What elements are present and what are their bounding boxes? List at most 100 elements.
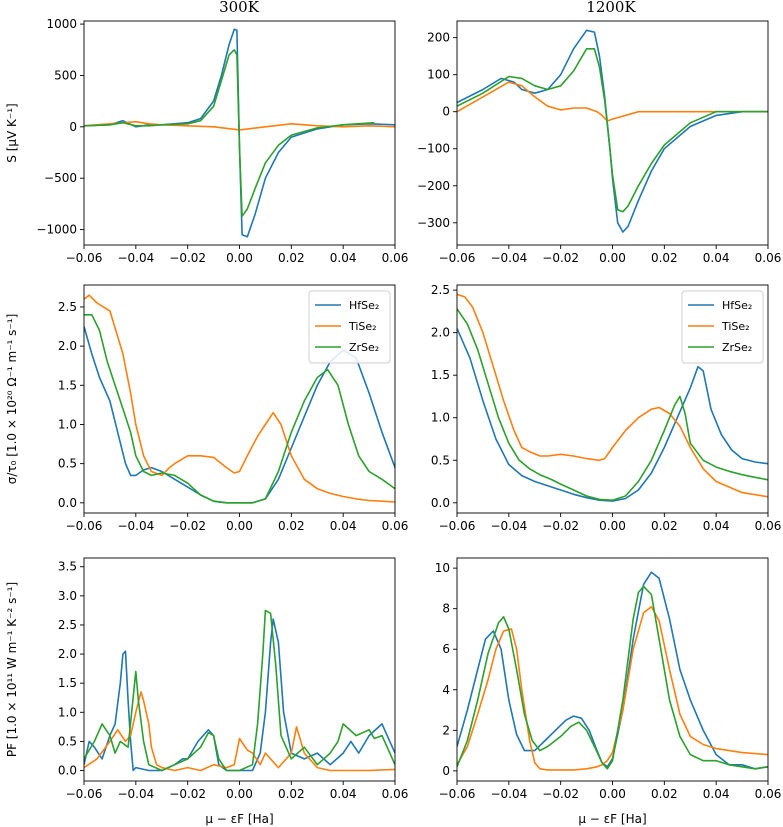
x-tick-label: 0.06 xyxy=(755,251,782,265)
x-tick-label: 0.04 xyxy=(703,787,730,801)
x-tick-label: −0.04 xyxy=(490,251,527,265)
legend-label-zrse2: ZrSe₂ xyxy=(349,341,379,354)
y-tick-label: 1.0 xyxy=(431,411,450,425)
y-tick-label: −1000 xyxy=(36,223,77,237)
legend-label-zrse2: ZrSe₂ xyxy=(722,341,752,354)
y-tick-label: 6 xyxy=(442,642,450,656)
x-tick-label: 0.02 xyxy=(278,251,305,265)
series-line-tise2 xyxy=(84,691,395,772)
y-tick-label: 2.0 xyxy=(58,339,77,353)
y-axis-label: σ/τ₀ [1.0 × 10²⁰ Ω⁻¹ m⁻¹ s⁻¹] xyxy=(5,314,19,485)
x-tick-label: −0.02 xyxy=(169,787,206,801)
x-axis-label: μ − εF [Ha] xyxy=(205,812,273,826)
y-tick-label: 8 xyxy=(442,602,450,616)
y-axis-label: S [μV K⁻¹] xyxy=(5,103,19,162)
legend-box xyxy=(681,290,764,364)
x-tick-label: −0.04 xyxy=(117,519,154,533)
panel-3: −0.06 −0.04 −0.02 0.00 0.02 0.04 0.06 0.0 0.5 1.0… xyxy=(431,283,781,533)
legend: HfSe₂ TiSe₂ ZrSe₂ xyxy=(681,290,764,364)
y-tick-label: 10 xyxy=(435,561,450,575)
x-tick-label: −0.02 xyxy=(542,787,579,801)
series-line-hfse2 xyxy=(457,328,768,502)
y-tick-label: 1.5 xyxy=(58,676,77,690)
x-tick-label: 0.00 xyxy=(226,251,253,265)
x-tick-label: 0.02 xyxy=(651,251,678,265)
y-tick-label: 2.5 xyxy=(58,618,77,632)
y-tick-label: 0.5 xyxy=(431,453,450,467)
y-tick-label: 2.5 xyxy=(431,283,450,297)
x-tick-label: −0.04 xyxy=(117,251,154,265)
x-tick-label: 0.06 xyxy=(755,519,782,533)
y-tick-label: 3.5 xyxy=(58,560,77,574)
y-tick-label: −100 xyxy=(417,142,450,156)
series-line-tise2 xyxy=(84,294,395,503)
y-tick-label: 200 xyxy=(427,31,450,45)
x-tick-label: 0.00 xyxy=(226,519,253,533)
y-tick-label: 0.0 xyxy=(58,764,77,778)
x-tick-label: 0.00 xyxy=(599,251,626,265)
series-line-tise2 xyxy=(84,120,395,131)
x-tick-label: −0.06 xyxy=(439,519,476,533)
series-line-zrse2 xyxy=(457,47,768,213)
y-tick-label: 4 xyxy=(442,683,450,697)
x-tick-label: 0.06 xyxy=(382,251,409,265)
x-tick-label: 0.04 xyxy=(703,251,730,265)
y-tick-label: 1.5 xyxy=(431,368,450,382)
y-tick-label: 2.0 xyxy=(431,326,450,340)
x-tick-label: 0.04 xyxy=(330,519,357,533)
y-tick-label: 1.0 xyxy=(58,705,77,719)
y-tick-label: −500 xyxy=(44,171,77,185)
series-line-tise2 xyxy=(457,81,768,122)
x-tick-label: −0.02 xyxy=(169,519,206,533)
x-tick-label: 0.02 xyxy=(651,519,678,533)
x-tick-label: 0.04 xyxy=(330,787,357,801)
y-tick-label: −200 xyxy=(417,179,450,193)
series-line-tise2 xyxy=(457,293,768,498)
y-tick-label: 1.0 xyxy=(58,417,77,431)
panel-5: −0.06 −0.04 −0.02 0.00 0.02 0.04 0.06 0 2 4 6 8 10 μ … xyxy=(435,557,782,826)
y-tick-label: 1000 xyxy=(46,17,77,31)
x-tick-label: −0.06 xyxy=(439,251,476,265)
y-tick-label: 0.5 xyxy=(58,457,77,471)
y-tick-label: 1.5 xyxy=(58,378,77,392)
legend-label-hfse2: HfSe₂ xyxy=(349,299,379,312)
y-tick-label: 0 xyxy=(442,105,450,119)
panel-2: −0.06 −0.04 −0.02 0.00 0.02 0.04 0.06 0.0 0.5 1.0… xyxy=(5,284,409,533)
y-tick-label: 2.0 xyxy=(58,647,77,661)
x-tick-label: 0.06 xyxy=(382,787,409,801)
axes-frame xyxy=(456,20,769,246)
y-tick-label: 2 xyxy=(442,723,450,737)
y-tick-label: 0 xyxy=(442,764,450,778)
series-line-hfse2 xyxy=(84,618,395,772)
legend-box xyxy=(308,290,391,364)
panel-4: −0.06 −0.04 −0.02 0.00 0.02 0.04 0.06 0.0 0.5 1.0… xyxy=(5,557,409,826)
x-tick-label: −0.02 xyxy=(169,251,206,265)
x-tick-label: −0.02 xyxy=(542,251,579,265)
x-tick-label: −0.04 xyxy=(490,787,527,801)
panel-1: −0.06 −0.04 −0.02 0.00 0.02 0.04 0.06 −300 −200 −… xyxy=(417,20,782,265)
y-tick-label: 0.5 xyxy=(58,734,77,748)
legend-label-tise2: TiSe₂ xyxy=(721,320,750,333)
y-tick-label: 3.0 xyxy=(58,589,77,603)
column-title-300k: 300K xyxy=(219,0,260,16)
legend: HfSe₂ TiSe₂ ZrSe₂ xyxy=(308,290,391,364)
panel-0: −0.06 −0.04 −0.02 0.00 0.02 0.04 0.06 −1000 −500… xyxy=(5,17,408,265)
x-tick-label: −0.04 xyxy=(490,519,527,533)
x-tick-label: −0.06 xyxy=(66,519,103,533)
x-tick-label: 0.02 xyxy=(278,519,305,533)
x-tick-label: 0.00 xyxy=(599,787,626,801)
y-axis-label: PF [1.0 × 10¹¹ W m⁻¹ K⁻² s⁻¹] xyxy=(5,582,19,757)
series-line-zrse2 xyxy=(84,609,395,772)
series-line-hfse2 xyxy=(457,29,768,233)
series-line-zrse2 xyxy=(457,585,768,770)
x-tick-label: −0.06 xyxy=(66,251,103,265)
x-tick-label: −0.06 xyxy=(439,787,476,801)
y-tick-label: 0.0 xyxy=(58,496,77,510)
x-tick-label: 0.06 xyxy=(755,787,782,801)
y-tick-label: 100 xyxy=(427,68,450,82)
series-line-zrse2 xyxy=(84,48,375,217)
y-tick-label: 2.5 xyxy=(58,300,77,314)
x-tick-label: 0.04 xyxy=(703,519,730,533)
x-tick-label: 0.06 xyxy=(382,519,409,533)
